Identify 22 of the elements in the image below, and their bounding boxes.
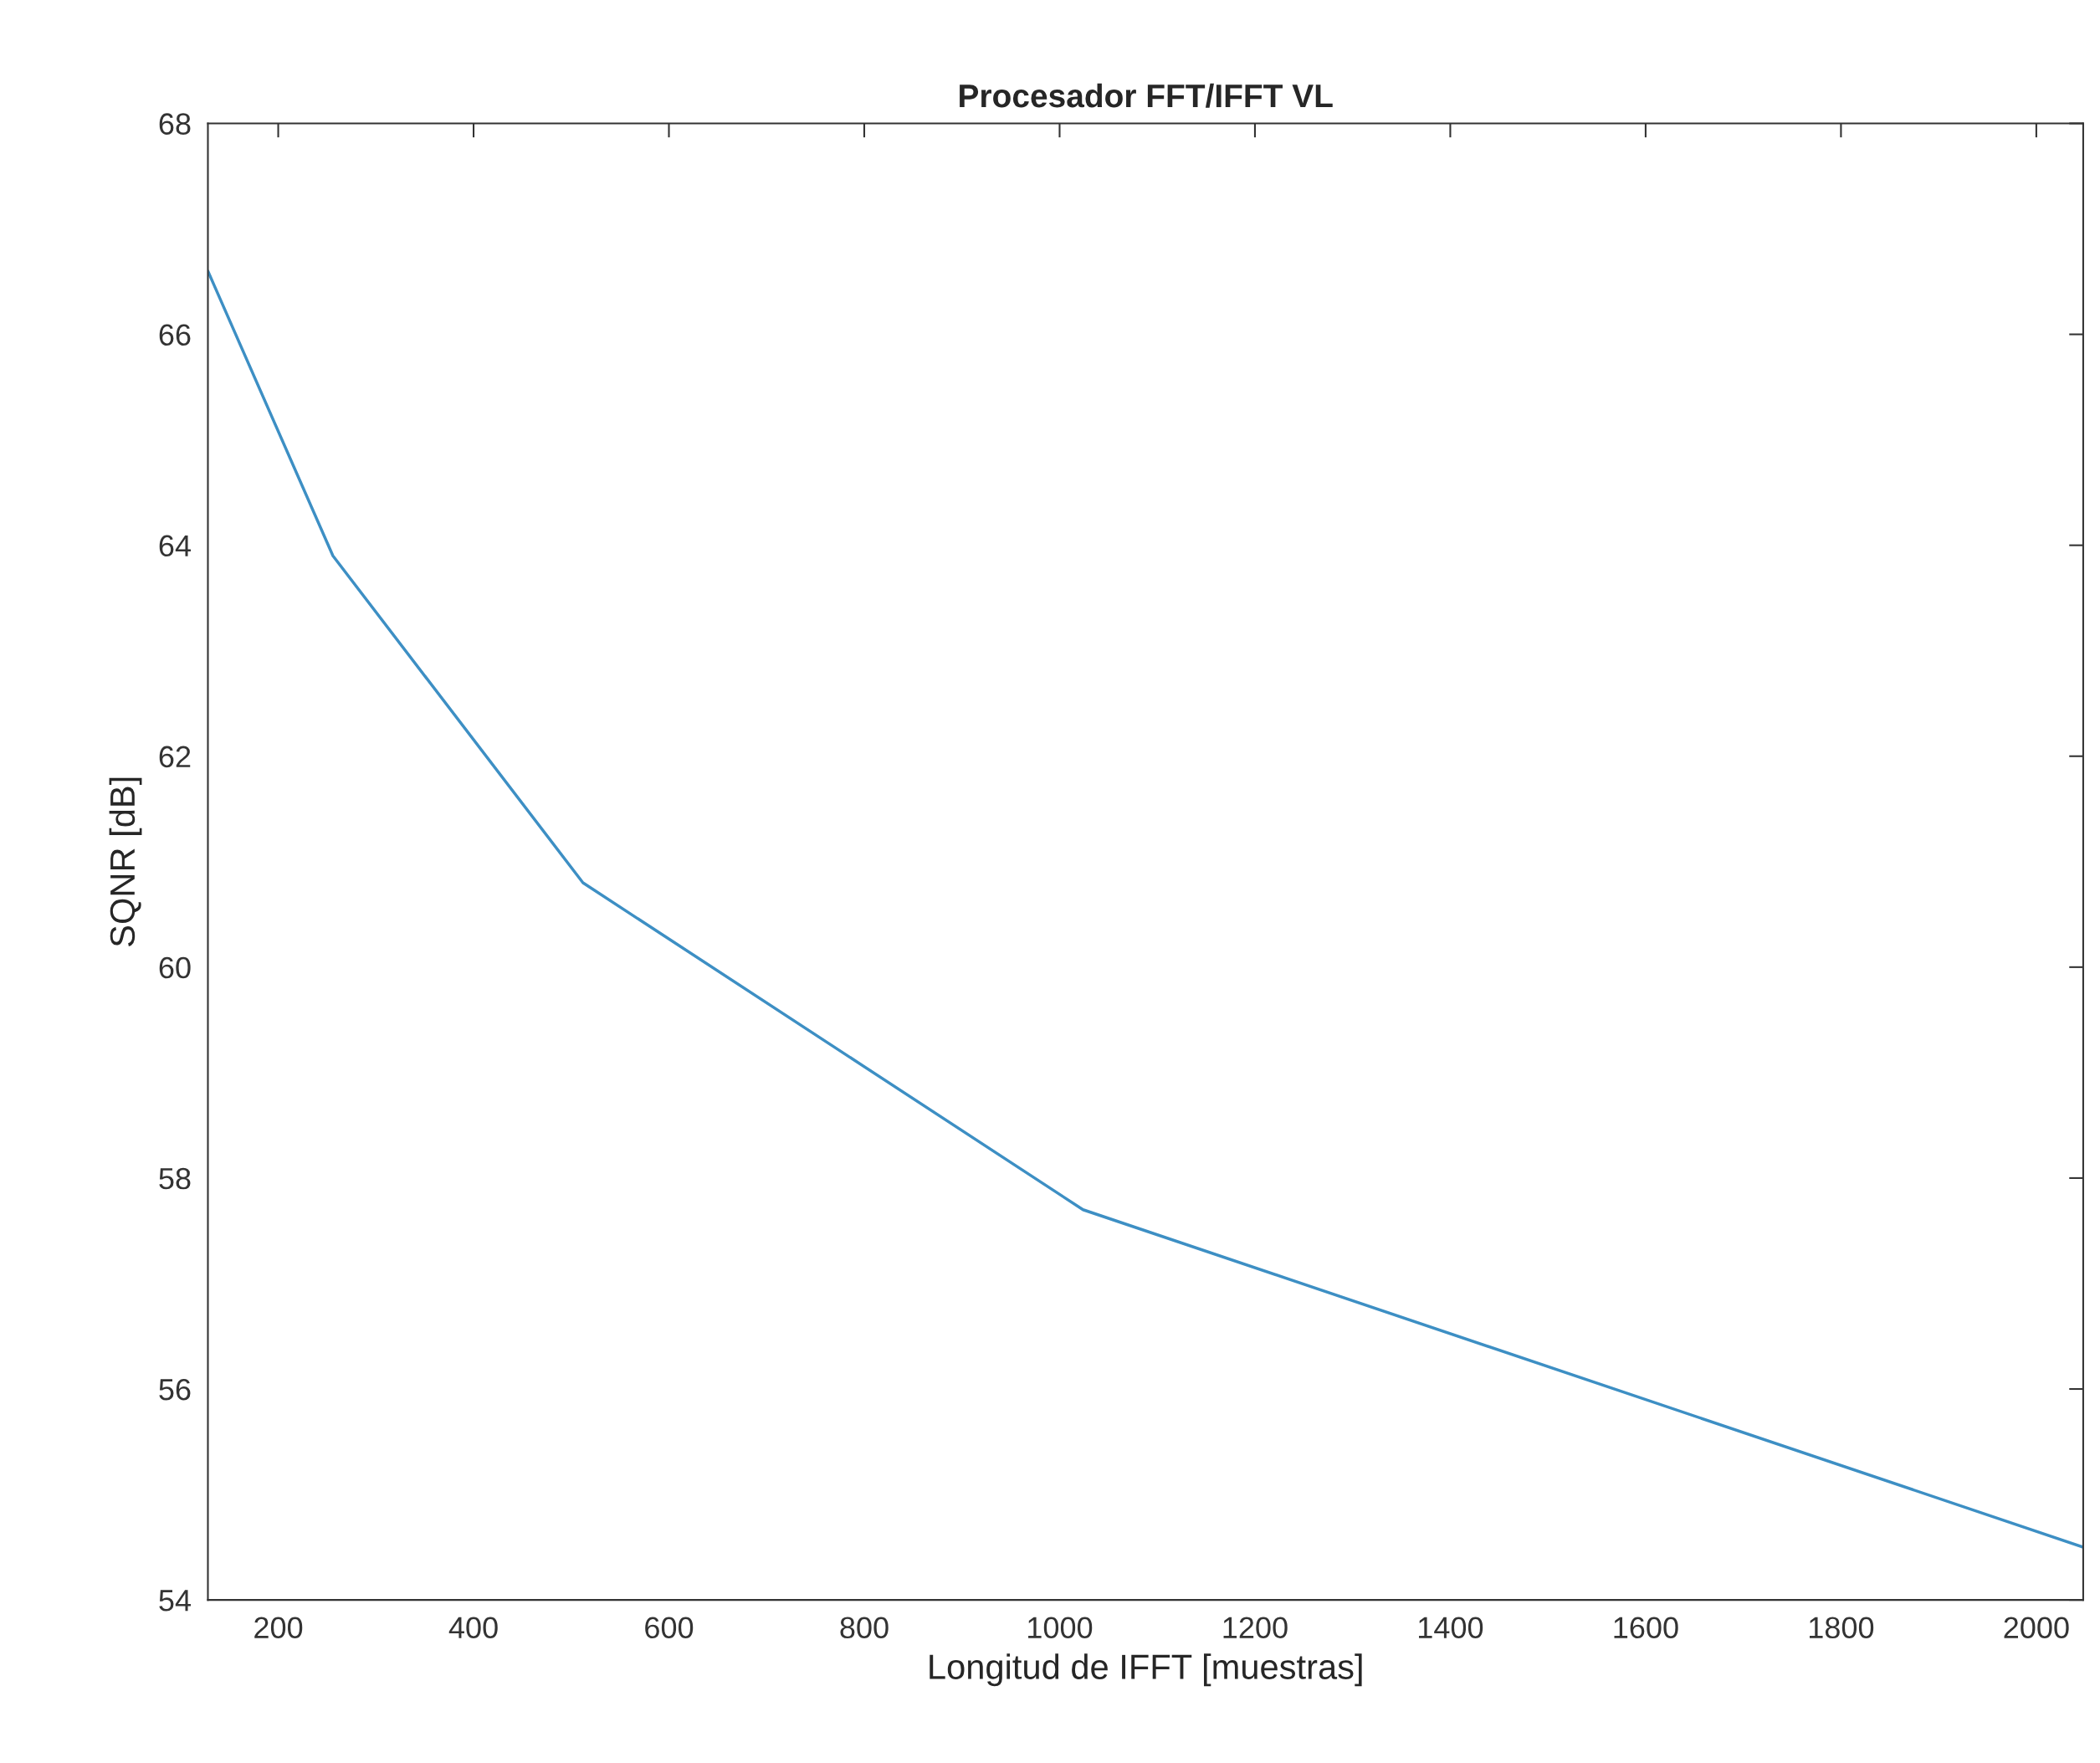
x-tick-label: 1800: [1809, 1617, 1874, 1639]
x-tick-label: 2000: [2004, 1617, 2069, 1639]
y-tick-label: 64: [159, 535, 191, 557]
y-axis-title: SQNR [dB]: [109, 777, 142, 946]
y-tick-label: 62: [159, 746, 191, 768]
chart-title: Procesador FFT/IFFT VL: [960, 83, 1333, 108]
y-tick-label: 60: [159, 956, 191, 979]
x-tick-label: 200: [254, 1617, 303, 1639]
x-tick-label: 800: [840, 1617, 889, 1639]
x-tick-label: 400: [448, 1617, 498, 1639]
y-tick-label: 56: [159, 1378, 191, 1401]
x-tick-label: 1200: [1223, 1617, 1288, 1639]
y-tick-label: 54: [159, 1590, 191, 1612]
y-tick-label: 68: [159, 113, 191, 135]
x-tick-label: 1600: [1614, 1617, 1678, 1639]
x-tick-label: 600: [645, 1617, 694, 1639]
y-tick-label: 66: [159, 324, 191, 346]
y-tick-label: 58: [159, 1167, 191, 1190]
x-axis-title: Longitud de IFFT [muestras]: [930, 1653, 1362, 1687]
x-tick-label: 1400: [1419, 1617, 1483, 1639]
line-series: [207, 269, 2083, 1549]
x-tick-label: 1000: [1028, 1617, 1093, 1639]
